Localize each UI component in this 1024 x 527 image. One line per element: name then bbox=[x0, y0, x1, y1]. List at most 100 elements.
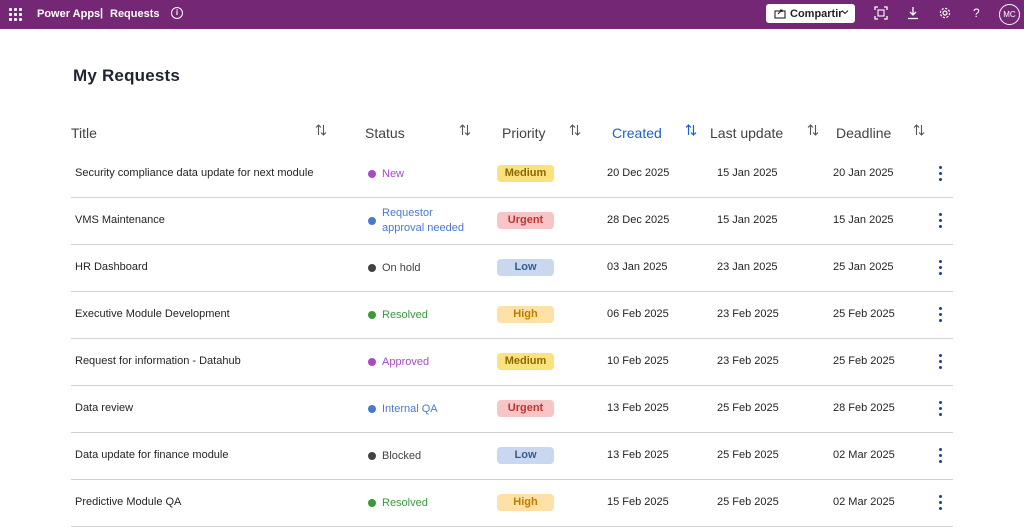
title-separator: | bbox=[100, 7, 104, 19]
request-title[interactable]: Data review bbox=[75, 402, 134, 414]
created-date: 10 Feb 2025 bbox=[607, 355, 669, 367]
created-date: 13 Feb 2025 bbox=[607, 402, 669, 414]
status-dot bbox=[368, 311, 376, 319]
last-update-date: 15 Jan 2025 bbox=[717, 167, 778, 179]
app-launcher-icon[interactable] bbox=[9, 8, 22, 21]
column-header-deadline[interactable]: Deadline bbox=[836, 125, 892, 141]
status-text: Requestor approval needed bbox=[382, 206, 464, 236]
share-button[interactable]: Compartir bbox=[766, 4, 855, 23]
table-row[interactable]: Data update for finance module Blocked L… bbox=[71, 433, 953, 480]
last-update-date: 25 Feb 2025 bbox=[717, 496, 779, 508]
status-dot bbox=[368, 405, 376, 413]
share-label: Compartir bbox=[790, 8, 843, 20]
sort-icon[interactable] bbox=[315, 122, 327, 138]
table-row[interactable]: Request for information - Datahub Approv… bbox=[71, 339, 953, 386]
last-update-date: 23 Jan 2025 bbox=[717, 261, 778, 273]
request-title[interactable]: Executive Module Development bbox=[75, 308, 230, 320]
created-date: 28 Dec 2025 bbox=[607, 214, 670, 226]
focus-icon[interactable] bbox=[874, 6, 888, 20]
column-header-title[interactable]: Title bbox=[71, 125, 97, 141]
sort-icon[interactable] bbox=[459, 122, 471, 138]
table-row[interactable]: Executive Module Development Resolved Hi… bbox=[71, 292, 953, 339]
column-header-priority[interactable]: Priority bbox=[502, 125, 546, 141]
sort-icon[interactable] bbox=[807, 122, 819, 138]
status-text: Internal QA bbox=[382, 403, 438, 415]
avatar[interactable]: MC bbox=[999, 4, 1020, 25]
created-date: 06 Feb 2025 bbox=[607, 308, 669, 320]
deadline-date: 25 Feb 2025 bbox=[833, 355, 895, 367]
more-options-icon[interactable] bbox=[939, 495, 943, 513]
deadline-date: 02 Mar 2025 bbox=[833, 496, 895, 508]
priority-badge: High bbox=[497, 306, 554, 323]
download-icon[interactable] bbox=[906, 6, 920, 20]
status-dot bbox=[368, 264, 376, 272]
priority-badge: Low bbox=[497, 259, 554, 276]
request-title[interactable]: Request for information - Datahub bbox=[75, 355, 241, 367]
last-update-date: 15 Jan 2025 bbox=[717, 214, 778, 226]
column-header-last-update[interactable]: Last update bbox=[710, 125, 784, 141]
deadline-date: 15 Jan 2025 bbox=[833, 214, 894, 226]
priority-badge: High bbox=[497, 494, 554, 511]
row-divider bbox=[71, 338, 953, 339]
table-row[interactable]: Predictive Module QA Resolved High 15 Fe… bbox=[71, 480, 953, 527]
deadline-date: 02 Mar 2025 bbox=[833, 449, 895, 461]
app-name[interactable]: Power Apps bbox=[37, 8, 101, 20]
priority-badge: Low bbox=[497, 447, 554, 464]
status-text: Blocked bbox=[382, 450, 422, 462]
created-date: 03 Jan 2025 bbox=[607, 261, 668, 273]
sort-icon[interactable] bbox=[913, 122, 925, 138]
request-title[interactable]: Security compliance data update for next… bbox=[75, 167, 314, 179]
page-name: Requests bbox=[110, 8, 160, 20]
more-options-icon[interactable] bbox=[939, 401, 943, 419]
help-icon[interactable]: ? bbox=[973, 6, 980, 20]
column-header-created[interactable]: Created bbox=[612, 125, 662, 141]
status-dot bbox=[368, 170, 376, 178]
more-options-icon[interactable] bbox=[939, 166, 943, 184]
table-row[interactable]: VMS Maintenance Requestor approval neede… bbox=[71, 198, 953, 245]
created-date: 20 Dec 2025 bbox=[607, 167, 670, 179]
row-divider bbox=[71, 291, 953, 292]
page-title: My Requests bbox=[73, 66, 181, 85]
column-header-status[interactable]: Status bbox=[365, 125, 405, 141]
status-text: Resolved bbox=[382, 497, 428, 509]
request-title[interactable]: Data update for finance module bbox=[75, 449, 229, 461]
row-divider bbox=[71, 244, 953, 245]
more-options-icon[interactable] bbox=[939, 307, 943, 325]
request-title[interactable]: VMS Maintenance bbox=[75, 214, 165, 226]
last-update-date: 25 Feb 2025 bbox=[717, 402, 779, 414]
sort-icon[interactable] bbox=[569, 122, 581, 138]
row-divider bbox=[71, 479, 953, 480]
deadline-date: 20 Jan 2025 bbox=[833, 167, 894, 179]
share-icon bbox=[774, 9, 786, 19]
deadline-date: 25 Jan 2025 bbox=[833, 261, 894, 273]
priority-badge: Urgent bbox=[497, 212, 554, 229]
last-update-date: 25 Feb 2025 bbox=[717, 449, 779, 461]
gear-icon[interactable] bbox=[938, 6, 952, 20]
status-dot bbox=[368, 499, 376, 507]
request-title[interactable]: HR Dashboard bbox=[75, 261, 148, 273]
more-options-icon[interactable] bbox=[939, 354, 943, 372]
priority-badge: Medium bbox=[497, 353, 554, 370]
status-text: New bbox=[382, 168, 405, 180]
created-date: 15 Feb 2025 bbox=[607, 496, 669, 508]
table-row[interactable]: Security compliance data update for next… bbox=[71, 151, 953, 198]
last-update-date: 23 Feb 2025 bbox=[717, 308, 779, 320]
table-row[interactable]: HR Dashboard On hold Low 03 Jan 2025 23 … bbox=[71, 245, 953, 292]
more-options-icon[interactable] bbox=[939, 448, 943, 466]
more-options-icon[interactable] bbox=[939, 213, 943, 231]
deadline-date: 28 Feb 2025 bbox=[833, 402, 895, 414]
more-options-icon[interactable] bbox=[939, 260, 943, 278]
status-line: Requestor bbox=[382, 207, 433, 219]
request-title[interactable]: Predictive Module QA bbox=[75, 496, 182, 508]
priority-badge: Medium bbox=[497, 165, 554, 182]
row-divider bbox=[71, 432, 953, 433]
info-icon[interactable]: i bbox=[171, 7, 183, 19]
status-text: On hold bbox=[382, 262, 421, 274]
row-divider bbox=[71, 197, 953, 198]
status-text: Approved bbox=[382, 356, 430, 368]
status-text: Resolved bbox=[382, 309, 428, 321]
created-date: 13 Feb 2025 bbox=[607, 449, 669, 461]
table-row[interactable]: Data review Internal QA Urgent 13 Feb 20… bbox=[71, 386, 953, 433]
status-dot bbox=[368, 217, 376, 225]
sort-icon-active[interactable] bbox=[685, 122, 697, 138]
